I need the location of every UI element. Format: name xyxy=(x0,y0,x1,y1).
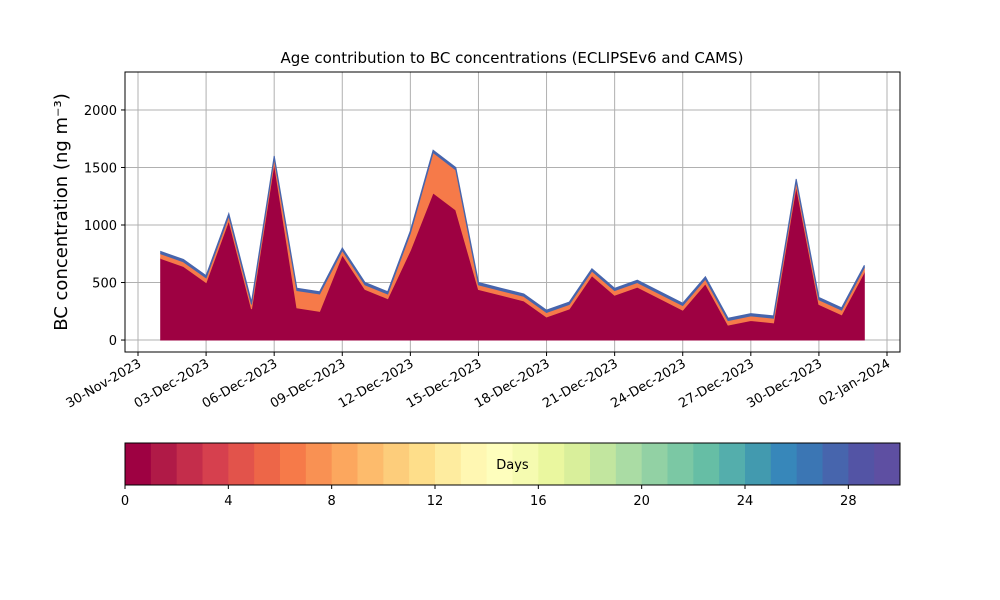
colorbar-swatch xyxy=(305,443,333,485)
x-tick-label: 18-Dec-2023 xyxy=(472,356,552,411)
colorbar-tick-label: 20 xyxy=(633,494,650,509)
colorbar-swatch xyxy=(615,443,643,485)
colorbar-swatch xyxy=(719,443,746,485)
x-tick-label: 30-Dec-2023 xyxy=(745,356,825,411)
colorbar-swatch xyxy=(435,443,462,485)
x-tick-label: 24-Dec-2023 xyxy=(608,356,688,411)
colorbar-swatch xyxy=(409,443,436,485)
colorbar-swatch xyxy=(176,443,203,485)
x-tick-label: 06-Dec-2023 xyxy=(200,356,280,411)
plot-frame xyxy=(124,71,901,353)
colorbar-swatch xyxy=(874,443,901,485)
colorbar-swatch xyxy=(590,443,617,485)
colorbar-frame xyxy=(124,442,901,486)
colorbar-swatch xyxy=(667,443,694,485)
y-tick-label: 1500 xyxy=(84,161,117,176)
x-tick-label: 03-Dec-2023 xyxy=(132,356,212,411)
colorbar-swatch xyxy=(125,443,152,485)
colorbar-swatch xyxy=(460,443,488,485)
colorbar-swatch xyxy=(564,443,591,485)
colorbar-tick-label: 24 xyxy=(737,494,754,509)
colorbar-tick-label: 28 xyxy=(840,494,857,509)
y-tick-label: 0 xyxy=(109,334,117,349)
colorbar-swatch xyxy=(202,443,229,485)
colorbar-swatch xyxy=(254,443,281,485)
colorbar-swatch xyxy=(538,443,565,485)
colorbar-swatch xyxy=(848,443,875,485)
colorbar-swatch xyxy=(331,443,358,485)
colorbar-swatch xyxy=(150,443,178,485)
x-tick-label: 30-Nov-2023 xyxy=(64,356,144,411)
colorbar-swatch xyxy=(770,443,798,485)
y-tick-label: 500 xyxy=(92,277,117,292)
colorbar-tick-label: 12 xyxy=(427,494,444,509)
x-tick-label: 12-Dec-2023 xyxy=(336,356,416,411)
y-tick-label: 2000 xyxy=(84,104,117,119)
colorbar-tick-label: 8 xyxy=(328,494,336,509)
x-tick-label: 02-Jan-2024 xyxy=(816,356,893,409)
y-axis-label: BC concentration (ng m⁻³) xyxy=(51,93,72,331)
colorbar-label: Days xyxy=(496,458,529,473)
colorbar-tick-label: 4 xyxy=(224,494,232,509)
colorbar-swatch xyxy=(512,443,539,485)
chart-title: Age contribution to BC concentrations (E… xyxy=(281,49,744,67)
colorbar-swatch xyxy=(693,443,720,485)
colorbar-swatch xyxy=(486,443,513,485)
colorbar-swatch xyxy=(822,443,849,485)
x-tick-label: 21-Dec-2023 xyxy=(540,356,620,411)
area xyxy=(160,162,865,341)
y-tick-label: 1000 xyxy=(84,219,117,234)
colorbar-swatch xyxy=(383,443,410,485)
colorbar-swatch xyxy=(796,443,823,485)
colorbar-swatch xyxy=(357,443,384,485)
colorbar-tick-label: 0 xyxy=(121,494,129,509)
colorbar-swatch xyxy=(641,443,668,485)
colorbar-swatch xyxy=(280,443,307,485)
colorbar-tick-label: 16 xyxy=(530,494,547,509)
area xyxy=(160,149,865,322)
colorbar-swatch xyxy=(228,443,255,485)
x-tick-label: 09-Dec-2023 xyxy=(268,356,348,411)
colorbar-swatch xyxy=(745,443,772,485)
x-tick-label: 27-Dec-2023 xyxy=(676,356,756,411)
x-tick-label: 15-Dec-2023 xyxy=(404,356,484,411)
